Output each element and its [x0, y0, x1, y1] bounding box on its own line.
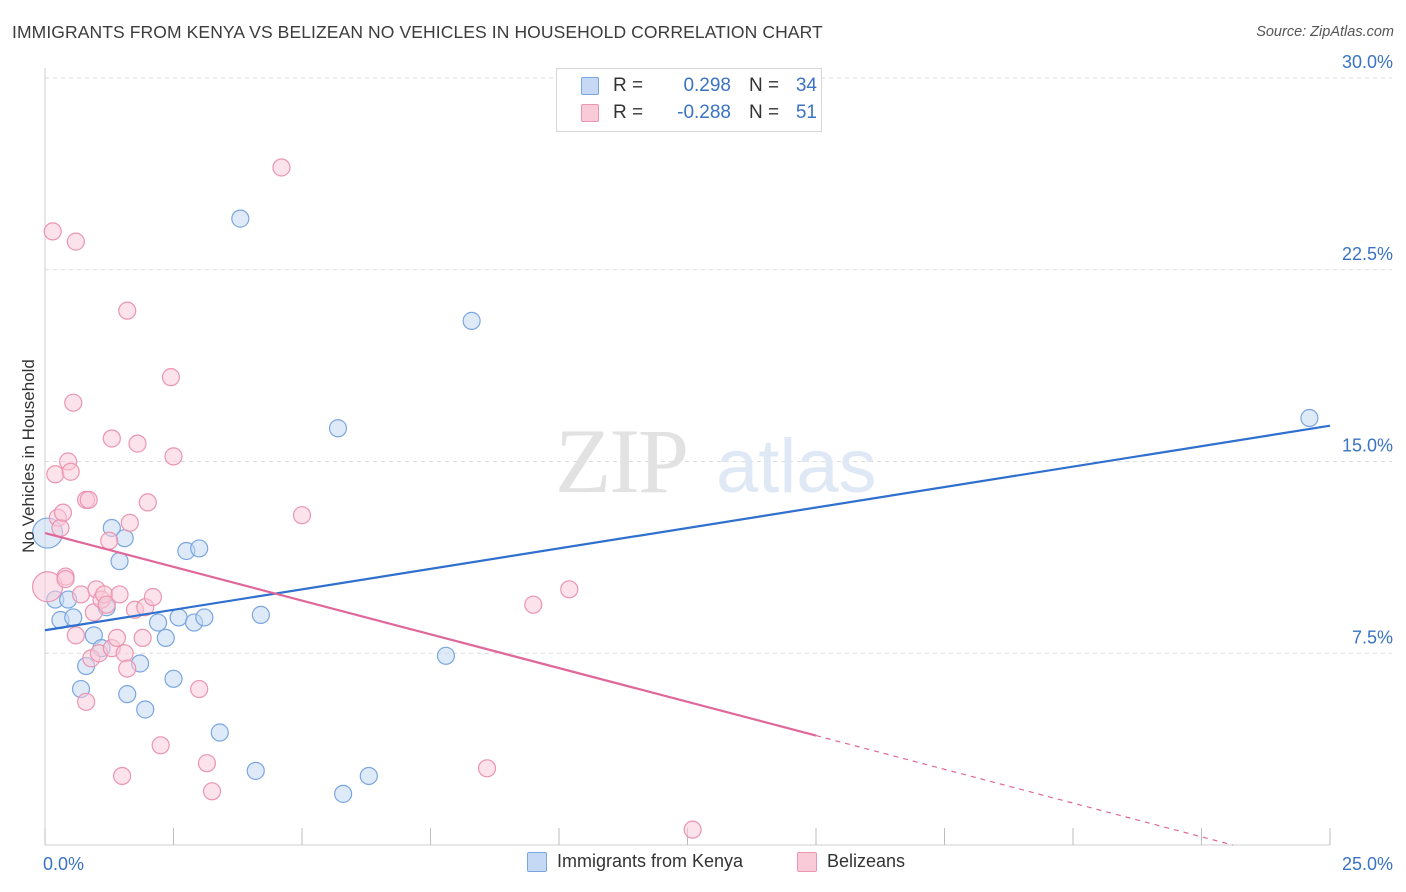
kenya-point	[436, 646, 456, 665]
kenya-point	[64, 608, 83, 627]
x-tick-label: 0.0%	[43, 854, 84, 874]
kenya-point	[359, 766, 378, 786]
belize-point	[107, 628, 127, 648]
tick-labels: 7.5% 15.0% 22.5% 30.0% 0.0% 25.0%	[43, 52, 1393, 874]
y-tick-label: 30.0%	[1342, 52, 1393, 72]
belize-point	[151, 736, 170, 755]
belize-point	[64, 393, 83, 412]
grid-lines	[45, 77, 1392, 654]
kenya-trendline	[44, 424, 1331, 632]
kenya-point	[210, 723, 229, 742]
belize-point	[43, 222, 62, 241]
y-tick-label: 7.5%	[1352, 627, 1393, 647]
n-value: 34	[795, 75, 817, 96]
belize-point	[77, 692, 96, 711]
belize-point	[202, 782, 222, 801]
watermark-zip: ZIP	[555, 410, 687, 512]
kenya-swatch	[581, 77, 599, 95]
kenya-point	[118, 685, 137, 704]
correlation-legend: R = 0.298 N = 34 R = -0.288 N = 51	[556, 68, 822, 132]
y-axis-label: No Vehicles in Household	[19, 359, 38, 553]
r-value: -0.288	[677, 102, 731, 123]
belize-point	[56, 570, 75, 589]
kenya-point	[246, 761, 265, 780]
belize-point	[112, 766, 132, 786]
r-label: R =	[613, 75, 644, 96]
belize-legend-label: Belizeans	[827, 851, 906, 871]
kenya-point	[462, 311, 481, 330]
kenya-point	[195, 608, 214, 627]
bottom-legend-belize: Belizeans	[797, 851, 905, 872]
legend-row-kenya: R = 0.298 N = 34	[581, 73, 817, 99]
legend-row-belize: R = -0.288 N = 51	[581, 100, 817, 126]
watermark-atlas: atlas	[716, 424, 877, 509]
kenya-point	[115, 529, 134, 548]
belize-point	[133, 628, 152, 648]
kenya-point	[334, 784, 353, 803]
kenya-point	[136, 700, 155, 719]
kenya-point	[156, 628, 175, 648]
belize-point	[118, 659, 137, 678]
belize-point	[138, 493, 157, 512]
belize-point	[71, 585, 91, 604]
belize-point	[161, 368, 181, 387]
belize-point	[102, 429, 121, 448]
source-label: Source: ZipAtlas.com	[1256, 24, 1394, 40]
kenya-point	[328, 419, 348, 438]
belize-point	[79, 490, 98, 509]
chart-title: IMMIGRANTS FROM KENYA VS BELIZEAN NO VEH…	[12, 22, 823, 42]
belize-point	[190, 679, 209, 699]
belize-point	[524, 595, 543, 614]
belize-point	[560, 580, 579, 599]
belize-trendline	[44, 532, 817, 737]
belize-swatch	[581, 104, 599, 122]
kenya-point	[251, 605, 270, 625]
n-value: 51	[795, 102, 817, 123]
belize-point	[683, 820, 702, 839]
kenya-point	[1300, 408, 1319, 428]
belize-point	[110, 585, 129, 604]
kenya-point	[231, 209, 250, 228]
n-label: N =	[749, 102, 780, 123]
kenya-point	[190, 539, 209, 558]
belize-point	[53, 503, 73, 522]
belize-point	[66, 232, 85, 251]
kenya-legend-label: Immigrants from Kenya	[557, 851, 744, 871]
x-tick-label: 25.0%	[1342, 854, 1393, 874]
belize-point	[120, 513, 139, 532]
belize-point	[272, 158, 291, 177]
belize-point	[97, 595, 116, 614]
watermark: ZIP atlas	[555, 410, 877, 512]
axes	[44, 68, 1331, 846]
belize-point	[100, 531, 119, 550]
belize-point	[197, 754, 217, 773]
bottom-legend-kenya: Immigrants from Kenya	[527, 851, 743, 872]
r-value: 0.298	[683, 75, 731, 96]
belize-point	[164, 447, 183, 466]
data-points	[31, 158, 1319, 839]
belize-point	[51, 518, 70, 538]
belize-point	[143, 587, 163, 607]
belize-point	[128, 434, 147, 453]
belize-point	[66, 626, 85, 645]
kenya-legend-swatch	[527, 851, 547, 872]
belize-legend-swatch	[797, 851, 817, 872]
belize-point	[477, 759, 497, 778]
r-label: R =	[613, 102, 644, 123]
belize-point	[115, 644, 134, 663]
belize-point	[61, 462, 80, 481]
belize-point	[46, 465, 65, 484]
belize-point	[118, 301, 137, 320]
belize-trendline-extension	[815, 734, 1233, 846]
kenya-point	[164, 669, 183, 688]
y-tick-label: 15.0%	[1342, 436, 1393, 456]
belize-point	[292, 506, 312, 525]
kenya-point	[169, 608, 188, 627]
trendlines	[44, 424, 1331, 846]
y-tick-label: 22.5%	[1342, 244, 1393, 264]
n-label: N =	[749, 75, 780, 96]
kenya-point	[148, 613, 168, 632]
